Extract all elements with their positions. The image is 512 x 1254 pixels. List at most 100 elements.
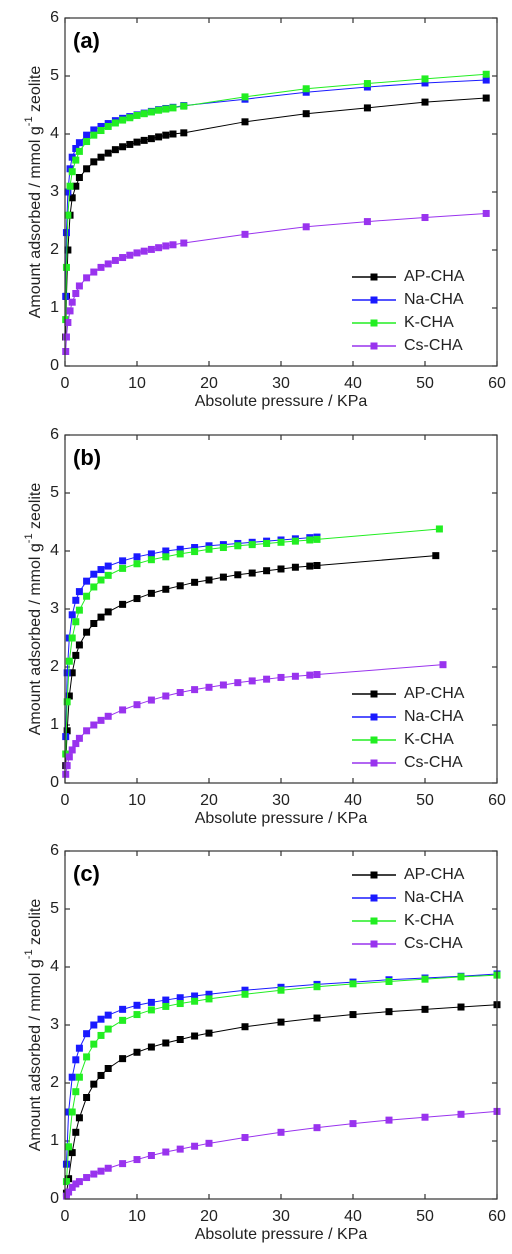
data-point — [133, 553, 141, 561]
legend-marker — [370, 736, 378, 744]
data-point — [162, 996, 170, 1004]
x-tick-label: 40 — [344, 1208, 362, 1225]
data-point — [119, 143, 127, 151]
data-point — [241, 990, 249, 998]
data-point — [72, 1180, 80, 1188]
data-point — [306, 536, 314, 544]
y-axis-label-end: zeolite — [27, 899, 44, 950]
x-tick-label: 10 — [128, 792, 146, 809]
data-point — [119, 1055, 127, 1063]
data-point — [306, 671, 314, 679]
data-point — [263, 567, 271, 575]
data-point — [97, 566, 105, 574]
data-point — [176, 994, 184, 1002]
data-point — [363, 80, 371, 88]
data-point — [65, 1143, 73, 1151]
data-point — [176, 582, 184, 590]
x-tick-label: 60 — [488, 375, 506, 392]
data-point — [83, 1053, 91, 1061]
data-point — [457, 1110, 465, 1118]
data-point — [482, 76, 490, 84]
data-point — [133, 249, 141, 257]
data-point — [234, 542, 242, 550]
y-axis-label: Amount adsorbed / mmol g-1 zeolite — [23, 899, 44, 1152]
data-point — [119, 1160, 127, 1168]
series-line — [65, 79, 487, 297]
data-point — [147, 1006, 155, 1014]
data-point — [133, 560, 141, 568]
data-point — [68, 669, 76, 677]
data-point — [291, 537, 299, 545]
data-point — [97, 122, 105, 130]
data-point — [349, 980, 357, 988]
data-point — [363, 218, 371, 226]
data-point — [248, 541, 256, 549]
plot-frame — [64, 434, 498, 784]
data-point — [72, 182, 80, 190]
data-point — [219, 681, 227, 689]
data-point — [72, 1056, 80, 1064]
x-tick-label: 30 — [272, 375, 290, 392]
y-tick-label: 0 — [50, 357, 59, 374]
data-point — [241, 1023, 249, 1031]
data-point — [97, 1071, 105, 1079]
data-point — [133, 111, 141, 119]
y-tick-label: 1 — [50, 716, 59, 733]
data-point — [65, 1108, 73, 1116]
data-point — [72, 740, 80, 748]
data-point — [313, 671, 321, 679]
data-point — [133, 1156, 141, 1164]
data-point — [119, 706, 127, 714]
y-axis-label-end: zeolite — [27, 66, 44, 117]
y-tick-label: 1 — [50, 1132, 59, 1149]
data-point — [104, 260, 112, 268]
data-point — [205, 995, 213, 1003]
data-point — [421, 75, 429, 83]
data-point — [241, 118, 249, 126]
legend-label: Na-CHA — [404, 708, 464, 725]
data-point — [147, 108, 155, 116]
data-point — [234, 571, 242, 579]
data-point — [65, 1188, 73, 1196]
y-tick-label: 2 — [50, 658, 59, 675]
legend-label: Cs-CHA — [404, 935, 463, 952]
x-tick-label: 10 — [128, 375, 146, 392]
data-point — [72, 145, 80, 152]
data-point — [65, 753, 73, 761]
data-point — [68, 194, 76, 202]
data-point — [191, 1032, 199, 1040]
y-tick-label: 3 — [50, 600, 59, 617]
x-tick-label: 40 — [344, 792, 362, 809]
data-point — [191, 578, 199, 586]
data-point — [90, 126, 98, 134]
data-point — [63, 727, 71, 735]
x-tick-label: 20 — [200, 1208, 218, 1225]
data-point — [90, 1170, 98, 1178]
data-point — [62, 1192, 70, 1200]
data-point — [147, 589, 155, 597]
data-point — [126, 140, 134, 148]
data-point — [421, 975, 429, 983]
data-point — [147, 550, 155, 558]
data-point — [482, 70, 490, 78]
x-tick-label: 60 — [488, 1208, 506, 1225]
data-point — [111, 256, 119, 264]
y-axis-label-text: Amount adsorbed / mmol g — [27, 543, 44, 735]
data-point — [75, 734, 83, 742]
x-tick-label: 50 — [416, 792, 434, 809]
data-point — [191, 1142, 199, 1150]
y-axis-label-sup: -1 — [23, 533, 35, 543]
y-tick-label: 4 — [50, 125, 59, 142]
data-point — [75, 606, 83, 614]
x-tick-label: 30 — [272, 1208, 290, 1225]
data-point — [111, 146, 119, 154]
data-point — [104, 122, 112, 130]
data-point — [68, 1183, 76, 1191]
data-point — [277, 986, 285, 994]
data-point — [191, 992, 199, 1000]
legend-marker — [370, 342, 378, 350]
data-point — [68, 168, 76, 176]
data-point — [111, 119, 119, 127]
